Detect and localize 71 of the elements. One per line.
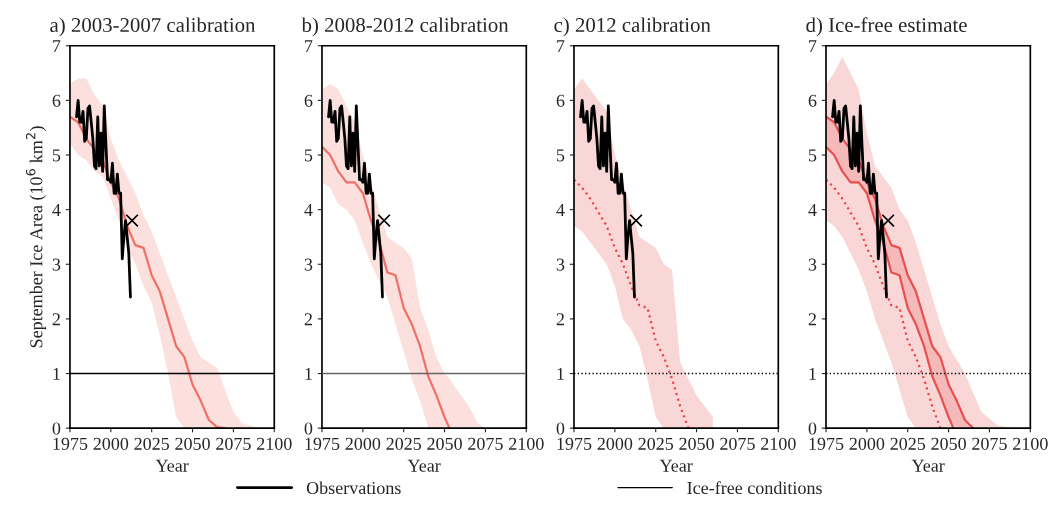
y-axis-title: September Ice Area (10$^{6}$ km$^{2}$) bbox=[25, 126, 47, 348]
x-tick-label: 2075 bbox=[972, 437, 1007, 450]
x-tick-label: 2025 bbox=[386, 437, 422, 450]
legend-label: Observations bbox=[306, 481, 401, 495]
chart-title: a) 2003-2007 calibration bbox=[50, 17, 256, 37]
y-tick-label: 2 bbox=[52, 313, 60, 326]
x-tick-label: 2100 bbox=[257, 437, 292, 450]
y-tick-label: 1 bbox=[305, 367, 312, 380]
line-series bbox=[826, 145, 955, 429]
x-axis-title: Year bbox=[911, 459, 945, 472]
line-series bbox=[573, 178, 690, 429]
y-tick-label: 7 bbox=[305, 40, 313, 53]
x-tick-label: 2075 bbox=[216, 437, 251, 450]
y-tick-label: 1 bbox=[809, 367, 816, 380]
y-tick-label: 6 bbox=[556, 94, 565, 107]
x-tick-label: 2050 bbox=[175, 437, 210, 450]
y-tick-label: 3 bbox=[304, 258, 313, 271]
x-axis-title: Year bbox=[155, 459, 189, 472]
x-tick-label: 2050 bbox=[427, 437, 462, 450]
y-tick-label: 5 bbox=[52, 149, 61, 162]
y-tick-label: 3 bbox=[556, 258, 565, 271]
y-tick-label: 4 bbox=[808, 204, 817, 216]
x-tick-label: 1975 bbox=[557, 437, 592, 450]
x-tick-label: 2100 bbox=[509, 437, 544, 450]
y-tick-label: 4 bbox=[304, 204, 313, 216]
y-tick-label: 0 bbox=[556, 422, 565, 435]
y-tick-label: 7 bbox=[557, 40, 565, 53]
y-tick-label: 6 bbox=[808, 94, 817, 107]
y-tick-label: 5 bbox=[809, 149, 817, 162]
x-axis-title: Year bbox=[407, 459, 441, 472]
x-tick-label: 2025 bbox=[890, 437, 926, 450]
y-tick-label: 3 bbox=[52, 258, 61, 271]
x-tick-label: 1975 bbox=[305, 437, 340, 450]
y-tick-label: 7 bbox=[53, 40, 61, 53]
y-tick-label: 2 bbox=[808, 313, 816, 326]
y-tick-label: 0 bbox=[808, 422, 817, 435]
x-tick-label: 2000 bbox=[849, 437, 885, 450]
x-tick-label: 1975 bbox=[809, 437, 844, 450]
x-tick-label: 2075 bbox=[468, 437, 503, 450]
y-tick-label: 6 bbox=[52, 94, 61, 107]
line-series bbox=[321, 145, 451, 429]
chart-title: d) Ice-free estimate bbox=[806, 17, 967, 37]
chart-title: c) 2012 calibration bbox=[554, 17, 711, 37]
x-tick-label: 2025 bbox=[134, 437, 170, 450]
y-tick-label: 1 bbox=[53, 367, 60, 380]
legend-label: Ice-free conditions bbox=[687, 481, 822, 495]
x-tick-label: 2100 bbox=[761, 437, 796, 450]
line-series bbox=[826, 178, 942, 429]
x-tick-label: 2100 bbox=[1013, 437, 1048, 450]
y-tick-label: 7 bbox=[809, 40, 817, 53]
y-tick-label: 2 bbox=[304, 313, 312, 326]
y-tick-label: 5 bbox=[556, 149, 565, 162]
y-tick-label: 4 bbox=[556, 204, 565, 216]
x-tick-label: 1975 bbox=[53, 437, 88, 450]
x-tick-label: 2075 bbox=[720, 437, 755, 450]
x-tick-label: 2000 bbox=[597, 437, 633, 450]
x-tick-label: 2000 bbox=[93, 437, 129, 450]
y-tick-label: 3 bbox=[808, 258, 817, 271]
y-tick-label: 4 bbox=[52, 204, 61, 216]
y-tick-label: 6 bbox=[304, 94, 313, 107]
x-axis-title: Year bbox=[659, 459, 693, 472]
x-tick-label: 2050 bbox=[679, 437, 714, 450]
x-tick-label: 2000 bbox=[345, 437, 381, 450]
y-tick-label: 0 bbox=[52, 422, 61, 435]
y-tick-label: 1 bbox=[557, 367, 564, 380]
y-tick-label: 2 bbox=[556, 313, 564, 326]
y-tick-label: 5 bbox=[304, 149, 313, 162]
x-tick-label: 2025 bbox=[638, 437, 674, 450]
y-tick-label: 0 bbox=[304, 422, 313, 435]
x-tick-label: 2050 bbox=[931, 437, 966, 450]
chart-title: b) 2008-2012 calibration bbox=[301, 17, 509, 37]
